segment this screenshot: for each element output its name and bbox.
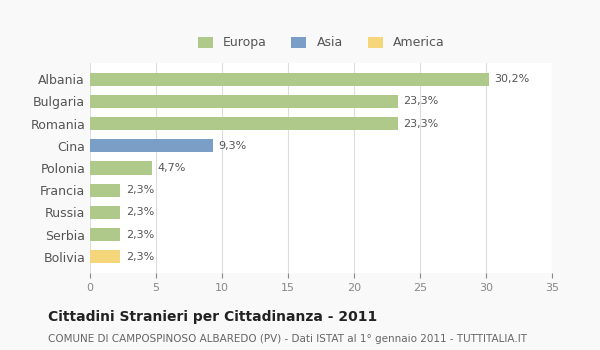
- Text: 9,3%: 9,3%: [218, 141, 246, 151]
- Text: 2,3%: 2,3%: [125, 230, 154, 240]
- Bar: [90, 117, 398, 130]
- Text: 30,2%: 30,2%: [494, 74, 529, 84]
- Text: 2,3%: 2,3%: [125, 252, 154, 262]
- Bar: [90, 250, 121, 264]
- Text: 4,7%: 4,7%: [157, 163, 185, 173]
- Text: 2,3%: 2,3%: [125, 208, 154, 217]
- Bar: [90, 161, 152, 175]
- Bar: [90, 206, 121, 219]
- Bar: [90, 95, 398, 108]
- Bar: [90, 139, 213, 153]
- Text: 2,3%: 2,3%: [125, 185, 154, 195]
- Text: Cittadini Stranieri per Cittadinanza - 2011: Cittadini Stranieri per Cittadinanza - 2…: [48, 310, 377, 324]
- Bar: [90, 183, 121, 197]
- Text: 23,3%: 23,3%: [403, 96, 438, 106]
- Bar: [90, 72, 488, 86]
- Text: 23,3%: 23,3%: [403, 119, 438, 128]
- Bar: [90, 228, 121, 241]
- Text: COMUNE DI CAMPOSPINOSO ALBAREDO (PV) - Dati ISTAT al 1° gennaio 2011 - TUTTITALI: COMUNE DI CAMPOSPINOSO ALBAREDO (PV) - D…: [48, 334, 527, 344]
- Legend: Europa, Asia, America: Europa, Asia, America: [193, 32, 449, 55]
